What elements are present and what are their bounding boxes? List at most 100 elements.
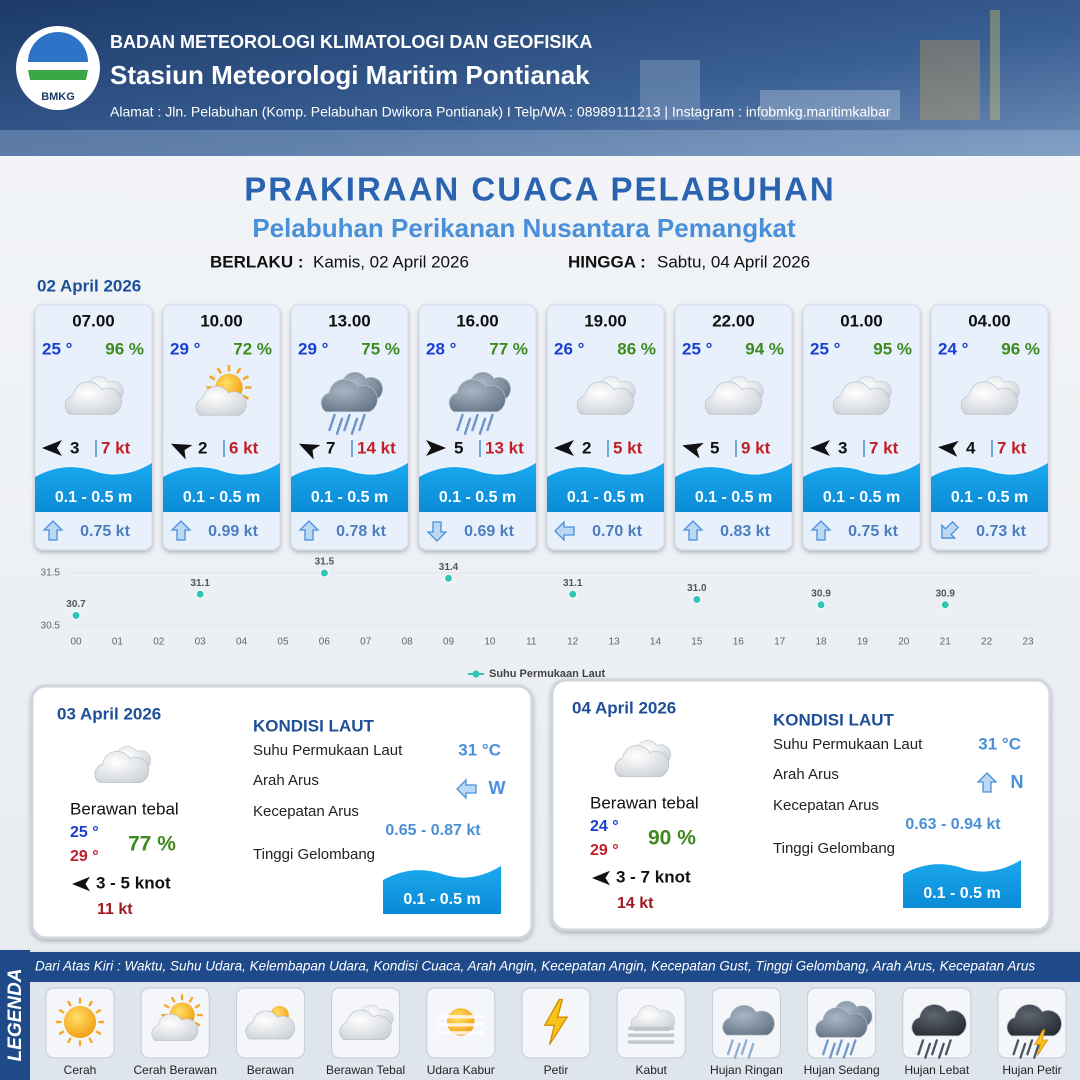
sun-ray bbox=[242, 394, 250, 400]
scene-block bbox=[640, 60, 700, 120]
current-speed: 0.73 kt bbox=[976, 523, 1026, 540]
rain-drop bbox=[931, 1039, 938, 1056]
x-tick-label: 14 bbox=[650, 637, 662, 648]
sst: 31 °C bbox=[978, 734, 1021, 753]
fog-band bbox=[628, 1026, 675, 1031]
current-arrow bbox=[682, 520, 704, 541]
cloud bbox=[320, 379, 378, 413]
sun-ray bbox=[66, 1037, 72, 1044]
legend-item-label: Hujan Ringan bbox=[710, 1063, 783, 1077]
weather-icon bbox=[64, 376, 124, 415]
sun-ray bbox=[95, 1030, 102, 1036]
data-point bbox=[940, 600, 950, 610]
port-scene bbox=[0, 10, 1080, 156]
weather-icon bbox=[448, 371, 511, 435]
weather-icon bbox=[614, 740, 671, 777]
humidity: 90 % bbox=[648, 827, 696, 850]
rain-drop bbox=[740, 1039, 748, 1056]
rain-drop bbox=[726, 1039, 734, 1056]
wind-speed: 7 bbox=[326, 438, 335, 457]
x-tick-label: 09 bbox=[443, 637, 455, 648]
current-speed: 0.78 kt bbox=[336, 523, 386, 540]
cloud bbox=[64, 381, 122, 415]
wave-height: 0.1 - 0.5 m bbox=[311, 489, 388, 506]
x-tick-label: 15 bbox=[691, 637, 703, 648]
wave-height: 0.1 - 0.5 m bbox=[695, 489, 772, 506]
rain-drop bbox=[335, 417, 344, 435]
rain-drop bbox=[350, 417, 359, 435]
data-point bbox=[568, 589, 578, 599]
cloud bbox=[195, 386, 247, 416]
legend-item-label: Hujan Petir bbox=[1002, 1063, 1061, 1077]
weather-icon bbox=[151, 994, 203, 1041]
wave-band bbox=[547, 463, 664, 512]
wave-band bbox=[163, 463, 280, 512]
rain-drop bbox=[733, 1042, 741, 1059]
legend-description: Dari Atas Kiri : Waktu, Suhu Udara, Kele… bbox=[35, 959, 1035, 974]
rain-drop bbox=[835, 1039, 843, 1056]
gust: 11 kt bbox=[97, 901, 133, 918]
wave-height: 0.1 - 0.5 m bbox=[55, 489, 132, 506]
rain-drop bbox=[486, 413, 494, 432]
air-temperature: 28 ° bbox=[426, 339, 457, 358]
current-dir: W bbox=[489, 778, 506, 798]
time: 01.00 bbox=[840, 311, 883, 330]
current-speed: 0.70 kt bbox=[592, 523, 642, 540]
temp-max: 29 ° bbox=[590, 842, 619, 859]
air-temperature: 25 ° bbox=[810, 339, 841, 358]
legend-item-label: Petir bbox=[544, 1063, 569, 1077]
cloud bbox=[245, 1010, 295, 1040]
time: 04.00 bbox=[968, 311, 1011, 330]
sun-ray bbox=[88, 1000, 94, 1007]
wind-speed: 5 bbox=[454, 438, 463, 457]
x-tick-label: 10 bbox=[484, 637, 496, 648]
sst-label: Suhu Permukaan Laut bbox=[253, 742, 403, 759]
current-arrow bbox=[941, 520, 960, 539]
wave-label: Tinggi Gelombang bbox=[773, 840, 895, 857]
wind-arrow bbox=[170, 443, 193, 460]
air-temperature: 24 ° bbox=[938, 339, 969, 358]
current-arrow bbox=[170, 520, 192, 541]
current-arrow bbox=[456, 778, 477, 800]
temp-min: 25 ° bbox=[70, 824, 99, 841]
valid-to: Sabtu, 04 April 2026 bbox=[657, 252, 810, 271]
rain-drop bbox=[478, 417, 487, 435]
weather-icon bbox=[55, 997, 105, 1047]
legend-item-label: Cerah bbox=[64, 1063, 97, 1077]
data-label: 30.7 bbox=[66, 599, 86, 610]
gust: 14 kt bbox=[617, 895, 654, 912]
legend-item-label: Hujan Sedang bbox=[804, 1063, 880, 1077]
air-temperature: 26 ° bbox=[554, 339, 585, 358]
weather-icon bbox=[195, 365, 252, 416]
humidity: 77 % bbox=[128, 833, 176, 856]
time: 16.00 bbox=[456, 311, 499, 330]
cloud bbox=[339, 1009, 392, 1041]
x-tick-label: 18 bbox=[815, 637, 827, 648]
data-point bbox=[692, 595, 702, 604]
current-speed-label: Kecepatan Arus bbox=[253, 803, 359, 820]
x-tick-label: 19 bbox=[857, 637, 869, 648]
scene-block bbox=[920, 40, 980, 120]
wind-speed: 5 bbox=[710, 438, 719, 457]
fog-band bbox=[628, 1040, 675, 1044]
cloud bbox=[832, 381, 890, 415]
today-date: 02 April 2026 bbox=[37, 276, 141, 295]
scene-block bbox=[760, 90, 900, 120]
time: 13.00 bbox=[328, 311, 371, 330]
time: 10.00 bbox=[200, 311, 243, 330]
x-tick-label: 21 bbox=[940, 637, 952, 648]
condition: Berawan tebal bbox=[70, 799, 179, 818]
wave-band bbox=[931, 463, 1048, 512]
legend-desc-bar bbox=[30, 952, 1080, 982]
sun-ray bbox=[163, 1003, 170, 1009]
haze-band bbox=[437, 1031, 484, 1035]
sun-ray bbox=[66, 1000, 72, 1007]
gust-speed: 5 kt bbox=[613, 438, 643, 457]
agency-name: BADAN METEOROLOGI KLIMATOLOGI DAN GEOFIS… bbox=[110, 32, 592, 52]
x-tick-label: 01 bbox=[112, 637, 124, 648]
humidity: 86 % bbox=[617, 339, 656, 358]
legend-item-label: Kabut bbox=[636, 1063, 668, 1077]
wind-range: 3 - 7 knot bbox=[616, 867, 691, 886]
humidity: 94 % bbox=[745, 339, 784, 358]
weather-icon bbox=[320, 371, 383, 435]
